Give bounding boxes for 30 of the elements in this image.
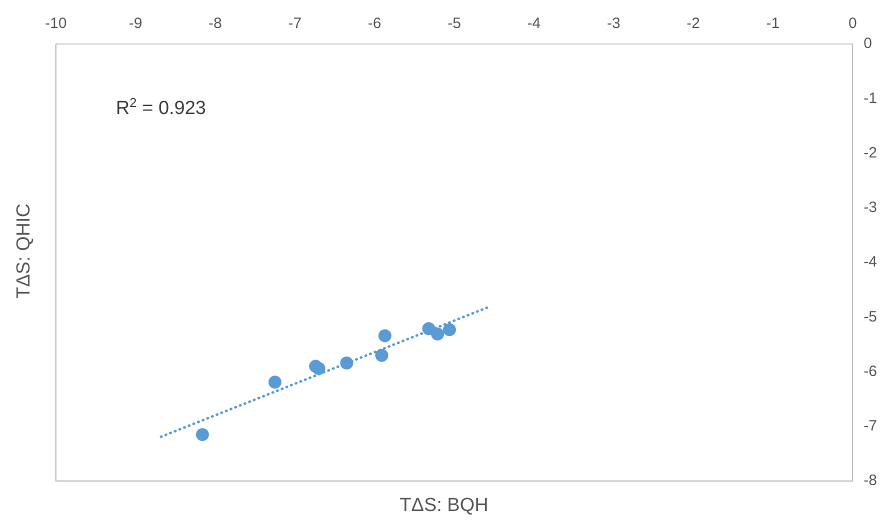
- point: [442, 323, 456, 336]
- y-tick-label: -4: [864, 254, 878, 271]
- point: [196, 428, 209, 442]
- x-tick-label: -4: [527, 15, 541, 32]
- x-tick-label: -2: [686, 15, 700, 32]
- point: [375, 348, 388, 362]
- point: [431, 328, 444, 341]
- point: [378, 329, 392, 342]
- x-tick-label: -6: [368, 15, 382, 32]
- y-tick-label: -6: [864, 362, 878, 380]
- x-tick-label: -10: [44, 15, 67, 32]
- y-tick-label: -8: [864, 472, 878, 490]
- y-tick-label: -3: [864, 199, 878, 216]
- x-tick-label: -8: [208, 15, 222, 32]
- x-axis-title: TΔS: BQH: [398, 495, 490, 518]
- y-tick-label: -2: [864, 144, 878, 162]
- x-tick-label: -9: [128, 15, 142, 32]
- y-tick-label: -5: [864, 308, 878, 326]
- x-tick-label: -1: [766, 15, 780, 32]
- point: [268, 376, 282, 389]
- y-tick-label: 0: [864, 35, 872, 52]
- y-tick-label: -7: [864, 418, 878, 435]
- x-tick-label: -7: [288, 15, 302, 32]
- x-tick-label: 0: [848, 15, 857, 32]
- y-tick-label: -1: [864, 90, 878, 107]
- point: [312, 362, 326, 375]
- point: [340, 356, 354, 370]
- x-tick-label: -5: [448, 15, 461, 32]
- x-tick-label: -3: [606, 15, 620, 32]
- y-axis-title: TΔS: QHIC: [14, 202, 36, 298]
